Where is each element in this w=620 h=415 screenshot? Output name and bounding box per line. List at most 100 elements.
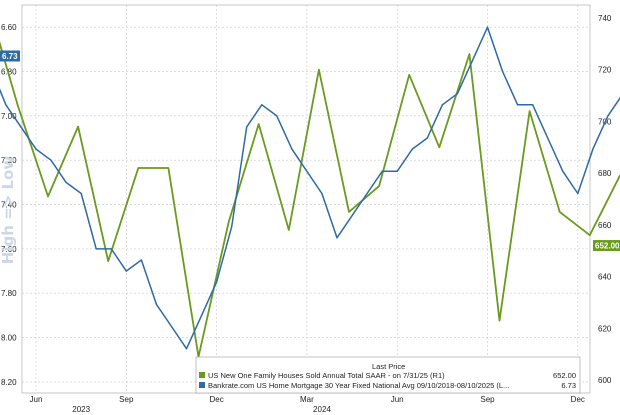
data-point-mortgage bbox=[155, 303, 157, 305]
data-point-mortgage bbox=[411, 148, 413, 150]
data-point-mortgage bbox=[381, 170, 383, 172]
left-tick-label: 7.60 bbox=[1, 245, 17, 254]
data-point-houses bbox=[47, 195, 49, 198]
data-point-mortgage bbox=[592, 148, 594, 150]
data-point-houses bbox=[498, 319, 501, 322]
gridlines bbox=[21, 4, 591, 394]
right-tick-label: 640 bbox=[598, 273, 612, 282]
data-point-mortgage bbox=[65, 181, 67, 183]
data-point-mortgage bbox=[471, 59, 474, 62]
legend-value-houses: 652.00 bbox=[553, 371, 576, 380]
x-month-label: Jun bbox=[30, 395, 43, 404]
x-axis: JunSepDecMarJunSepDecMarJunSep2023202420… bbox=[30, 395, 585, 414]
data-point-mortgage bbox=[351, 215, 353, 217]
left-tick-label: 8.00 bbox=[1, 334, 17, 343]
right-tick-label: 680 bbox=[598, 169, 612, 178]
right-tick-label: 740 bbox=[598, 14, 612, 23]
data-point-mortgage bbox=[140, 259, 142, 261]
left-tick-label: 7.00 bbox=[1, 112, 17, 121]
x-month-label: Sep bbox=[119, 395, 134, 404]
data-point-houses bbox=[559, 211, 561, 213]
data-point-houses bbox=[438, 146, 440, 148]
data-point-mortgage bbox=[261, 104, 263, 106]
data-point-mortgage bbox=[276, 115, 278, 117]
x-year-label: 2024 bbox=[313, 405, 331, 414]
x-month-label: Dec bbox=[209, 395, 223, 404]
last-value-tags: 6.73 652.00 bbox=[0, 50, 620, 252]
data-point-houses bbox=[77, 125, 79, 128]
data-point-mortgage bbox=[426, 137, 428, 139]
data-point-houses bbox=[408, 74, 410, 76]
left-tick-label: 8.20 bbox=[1, 378, 17, 387]
right-tick-label: 720 bbox=[598, 66, 612, 75]
legend-item-houses: US New One Family Houses Sold Annual Tot… bbox=[208, 371, 445, 380]
plot-frame bbox=[21, 4, 591, 394]
left-last-value-tag bbox=[0, 50, 20, 62]
series-lines bbox=[0, 26, 620, 358]
legend-swatch-blue bbox=[199, 382, 205, 388]
data-point-mortgage bbox=[607, 115, 609, 117]
data-point-mortgage bbox=[321, 192, 323, 195]
data-point-mortgage bbox=[562, 170, 564, 172]
data-point-mortgage bbox=[501, 70, 504, 73]
data-point-mortgage bbox=[517, 104, 519, 106]
data-point-mortgage bbox=[185, 348, 188, 350]
data-point-mortgage bbox=[456, 93, 458, 95]
data-point-mortgage bbox=[231, 226, 233, 228]
data-point-mortgage bbox=[336, 237, 338, 239]
data-point-houses bbox=[17, 105, 19, 107]
data-point-houses bbox=[137, 167, 139, 169]
y-axis-label: High => Low bbox=[0, 156, 17, 265]
data-point-mortgage bbox=[486, 26, 489, 28]
data-point-houses bbox=[258, 123, 260, 125]
right-tick-label: 600 bbox=[598, 376, 612, 385]
legend: Last Price US New One Family Houses Sold… bbox=[195, 356, 581, 394]
data-point-houses bbox=[318, 69, 320, 71]
series-line-houses-sold bbox=[0, 41, 620, 358]
data-point-mortgage bbox=[216, 281, 218, 283]
x-month-label: Sep bbox=[480, 395, 495, 404]
right-last-value-text: 652.00 bbox=[595, 242, 620, 251]
data-point-mortgage bbox=[35, 148, 37, 150]
legend-value-mortgage: 6.73 bbox=[561, 381, 576, 390]
legend-box bbox=[195, 356, 581, 394]
data-point-mortgage bbox=[547, 137, 549, 139]
data-point-mortgage bbox=[170, 325, 173, 328]
data-point-mortgage bbox=[396, 170, 398, 172]
data-point-mortgage bbox=[80, 192, 82, 195]
left-tick-label: 7.40 bbox=[1, 201, 17, 210]
left-tick-label: 6.80 bbox=[1, 68, 17, 77]
data-point-mortgage bbox=[20, 126, 22, 128]
data-point-mortgage bbox=[5, 104, 7, 106]
data-point-houses bbox=[468, 53, 471, 55]
data-point-mortgage bbox=[95, 248, 97, 250]
legend-item-mortgage: Bankrate.com US Home Mortgage 30 Year Fi… bbox=[208, 381, 509, 390]
data-point-houses bbox=[378, 185, 380, 187]
data-point-houses bbox=[228, 221, 230, 223]
data-point-mortgage bbox=[246, 126, 248, 128]
data-point-mortgage bbox=[577, 192, 579, 195]
right-tick-label: 620 bbox=[598, 324, 612, 333]
right-last-value-tag bbox=[593, 240, 620, 252]
data-point-mortgage bbox=[110, 248, 112, 250]
data-point-mortgage bbox=[532, 104, 534, 106]
data-point-houses bbox=[348, 211, 350, 213]
right-tick-label: 660 bbox=[598, 221, 612, 230]
data-point-mortgage bbox=[441, 104, 443, 106]
data-point-mortgage bbox=[200, 314, 203, 316]
data-point-mortgage bbox=[306, 170, 308, 172]
data-point-mortgage bbox=[125, 270, 127, 272]
left-last-value-text: 6.73 bbox=[2, 52, 18, 61]
data-point-mortgage bbox=[50, 159, 52, 161]
left-tick-label: 6.60 bbox=[1, 23, 17, 32]
left-tick-label: 7.80 bbox=[1, 289, 17, 298]
data-point-houses bbox=[529, 110, 531, 112]
data-point-houses bbox=[167, 167, 170, 169]
x-month-label: Dec bbox=[571, 395, 585, 404]
left-axis: 6.60 6.80 7.00 7.20 7.40 7.60 7.80 8.00 8.20 bbox=[1, 23, 17, 387]
left-tick-label: 7.20 bbox=[1, 156, 17, 165]
x-month-label: Mar bbox=[300, 395, 314, 404]
x-month-label: Jun bbox=[391, 395, 404, 404]
